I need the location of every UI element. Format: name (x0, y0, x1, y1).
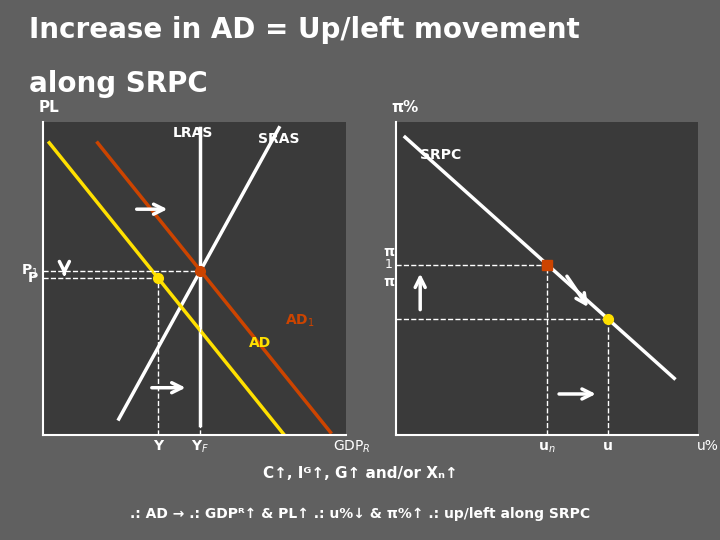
Text: Y: Y (153, 440, 163, 454)
Text: along SRPC: along SRPC (29, 70, 207, 98)
Text: Increase in AD = Up/left movement: Increase in AD = Up/left movement (29, 16, 580, 44)
Text: u%: u% (696, 440, 719, 454)
Text: .: AD → .: GDPᴿ↑ & PL↑ .: u%↓ & π%↑ .: up/left along SRPC: .: AD → .: GDPᴿ↑ & PL↑ .: u%↓ & π%↑ .: u… (130, 508, 590, 522)
Text: PL: PL (39, 100, 60, 115)
Text: SRPC: SRPC (420, 148, 462, 162)
Text: P: P (27, 271, 37, 285)
Text: Y$_F$: Y$_F$ (192, 438, 210, 455)
Text: GDP$_R$: GDP$_R$ (333, 438, 371, 455)
Text: u: u (603, 440, 613, 454)
Text: π: π (383, 275, 394, 289)
Text: LRAS: LRAS (174, 126, 214, 140)
Text: π%: π% (392, 100, 419, 115)
Text: 1: 1 (384, 258, 392, 271)
Text: π: π (383, 245, 394, 259)
Text: AD: AD (249, 336, 271, 350)
Text: u$_n$: u$_n$ (539, 440, 556, 455)
Text: P$_1$: P$_1$ (21, 262, 38, 279)
Text: AD$_1$: AD$_1$ (285, 313, 315, 329)
Text: C↑, Iᴳ↑, G↑ and/or Xₙ↑: C↑, Iᴳ↑, G↑ and/or Xₙ↑ (263, 466, 457, 481)
Text: SRAS: SRAS (258, 132, 300, 146)
